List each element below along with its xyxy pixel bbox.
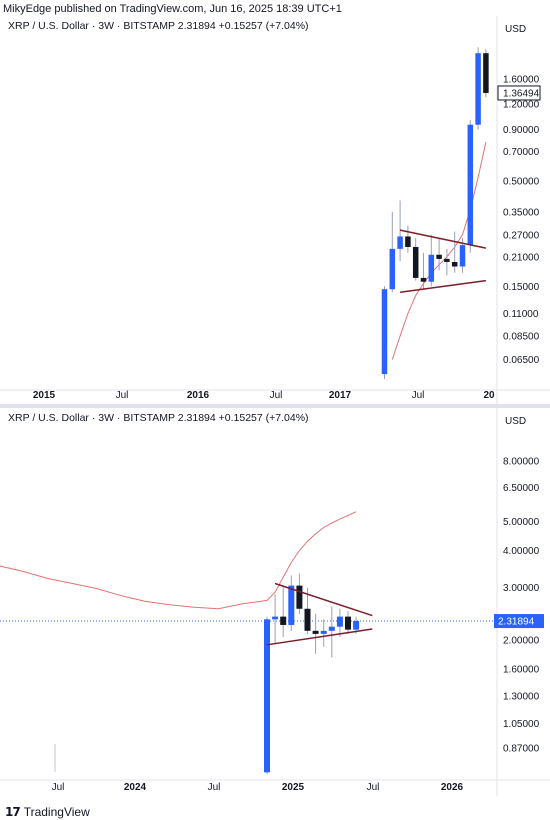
chart-legend-top: XRP / U.S. Dollar · 3W · BITSTAMP 2.3189… — [8, 20, 309, 32]
x-tick-label: 2016 — [187, 390, 210, 401]
x-tick-label: Jul — [412, 390, 425, 401]
footer-brand[interactable]: TradingView — [23, 804, 90, 819]
tradingview-logo-icon[interactable]: 𝟭𝟳 — [5, 804, 21, 819]
x-tick-label: Jul — [116, 390, 129, 401]
x-tick-label: Jul — [52, 782, 65, 793]
candle-body-bull — [288, 585, 295, 625]
x-tick-label: 2015 — [33, 390, 56, 401]
y-tick-label: 0.87000 — [503, 743, 540, 754]
price-label: 1.36494 — [503, 88, 540, 99]
y-tick-label: 0.06500 — [503, 355, 540, 366]
y-tick-label: 1.05000 — [503, 719, 540, 730]
candle-body-bear — [420, 277, 427, 282]
y-tick-label: 0.90000 — [503, 125, 540, 136]
candle-body-bear — [280, 616, 287, 625]
candle-body-bear — [304, 608, 311, 631]
y-tick-label: 1.60000 — [503, 665, 540, 676]
x-tick-label: 20 — [483, 390, 495, 401]
candle-body-bull — [336, 616, 343, 627]
candle-body-bull — [272, 616, 279, 620]
y-tick-label: 1.20000 — [503, 100, 540, 111]
y-tick-label: 1.60000 — [503, 75, 540, 86]
y-tick-label: 4.00000 — [503, 546, 540, 557]
x-tick-label: 2017 — [329, 390, 352, 401]
y-tick-label: 1.30000 — [503, 691, 540, 702]
y-tick-label: 0.27000 — [503, 230, 540, 241]
y-tick-label: 8.00000 — [503, 456, 540, 467]
chart-canvas-bottom[interactable]: USD 8.00000 6.50000 5.00000 4.00000 3.00000 2.… — [0, 408, 550, 798]
candle-body-bear — [312, 630, 319, 634]
price-label: 2.31894 — [498, 617, 535, 628]
candle-body-bear — [436, 254, 442, 259]
trendline-lower — [266, 628, 373, 646]
trendline-lower — [399, 279, 487, 294]
x-tick-label: 2026 — [441, 782, 464, 793]
footer: 𝟭𝟳 TradingView — [0, 800, 550, 820]
axis-unit-label: USD — [505, 416, 526, 427]
candle-body-bull — [381, 289, 388, 375]
candle-body-bull — [459, 245, 466, 267]
candle-body-bear — [451, 261, 458, 267]
x-tick-label: Jul — [270, 390, 283, 401]
axis-unit-label: USD — [505, 24, 526, 35]
chart-panel-top[interactable]: USD 1.60000 1.20000 0.90000 0.70000 0.50000 0.… — [0, 16, 550, 404]
candle-body-bear — [412, 246, 419, 278]
x-tick-label: Jul — [208, 782, 221, 793]
price-label-box — [497, 85, 541, 101]
candle-body-bull — [328, 626, 335, 631]
chart-canvas-top[interactable]: USD 1.60000 1.20000 0.90000 0.70000 0.50000 0.… — [0, 16, 550, 404]
x-tick-label: Jul — [367, 782, 380, 793]
x-tick-label: 2025 — [282, 782, 305, 793]
candle-body-bull — [320, 630, 327, 634]
y-tick-label: 5.00000 — [503, 517, 540, 528]
chart-legend-bottom: XRP / U.S. Dollar · 3W · BITSTAMP 2.3189… — [8, 412, 309, 424]
candle-body-bear — [444, 258, 450, 262]
candle-body-bull — [428, 254, 435, 282]
candle-body-bull — [264, 619, 270, 773]
candle-body-bear — [345, 616, 351, 630]
trendline-upper — [399, 229, 487, 249]
panel-divider[interactable] — [0, 404, 550, 408]
y-tick-label: 0.08500 — [503, 331, 540, 342]
y-tick-label: 0.35000 — [503, 208, 540, 219]
candle-body-bull — [475, 53, 481, 125]
moving-average-line — [0, 511, 357, 610]
y-tick-label: 0.21000 — [503, 252, 540, 263]
y-tick-label: 0.15000 — [503, 282, 540, 293]
publisher-header: MikyEdge published on TradingView.com, J… — [0, 0, 550, 16]
y-tick-label: 6.50000 — [503, 483, 540, 494]
candle-body-bull — [467, 124, 474, 246]
y-tick-label: 0.70000 — [503, 147, 540, 158]
candle-body-bear — [296, 585, 303, 609]
y-tick-label: 2.00000 — [503, 636, 540, 647]
candle-body-bull — [353, 620, 360, 630]
publisher-text: MikyEdge published on TradingView.com, J… — [3, 3, 342, 15]
y-tick-label: 0.11000 — [503, 309, 539, 320]
y-tick-label: 3.00000 — [503, 583, 540, 594]
chart-panel-bottom[interactable]: USD 8.00000 6.50000 5.00000 4.00000 3.00000 2.… — [0, 408, 550, 798]
trendline-upper — [274, 582, 373, 617]
y-tick-label: 0.50000 — [503, 176, 540, 187]
candle-body-bull — [397, 236, 403, 249]
candle-body-bear — [405, 236, 411, 247]
candle-body-bull — [389, 248, 396, 290]
price-label-box — [494, 614, 544, 629]
x-tick-label: 2024 — [124, 782, 147, 793]
candle-body-bear — [483, 53, 489, 93]
